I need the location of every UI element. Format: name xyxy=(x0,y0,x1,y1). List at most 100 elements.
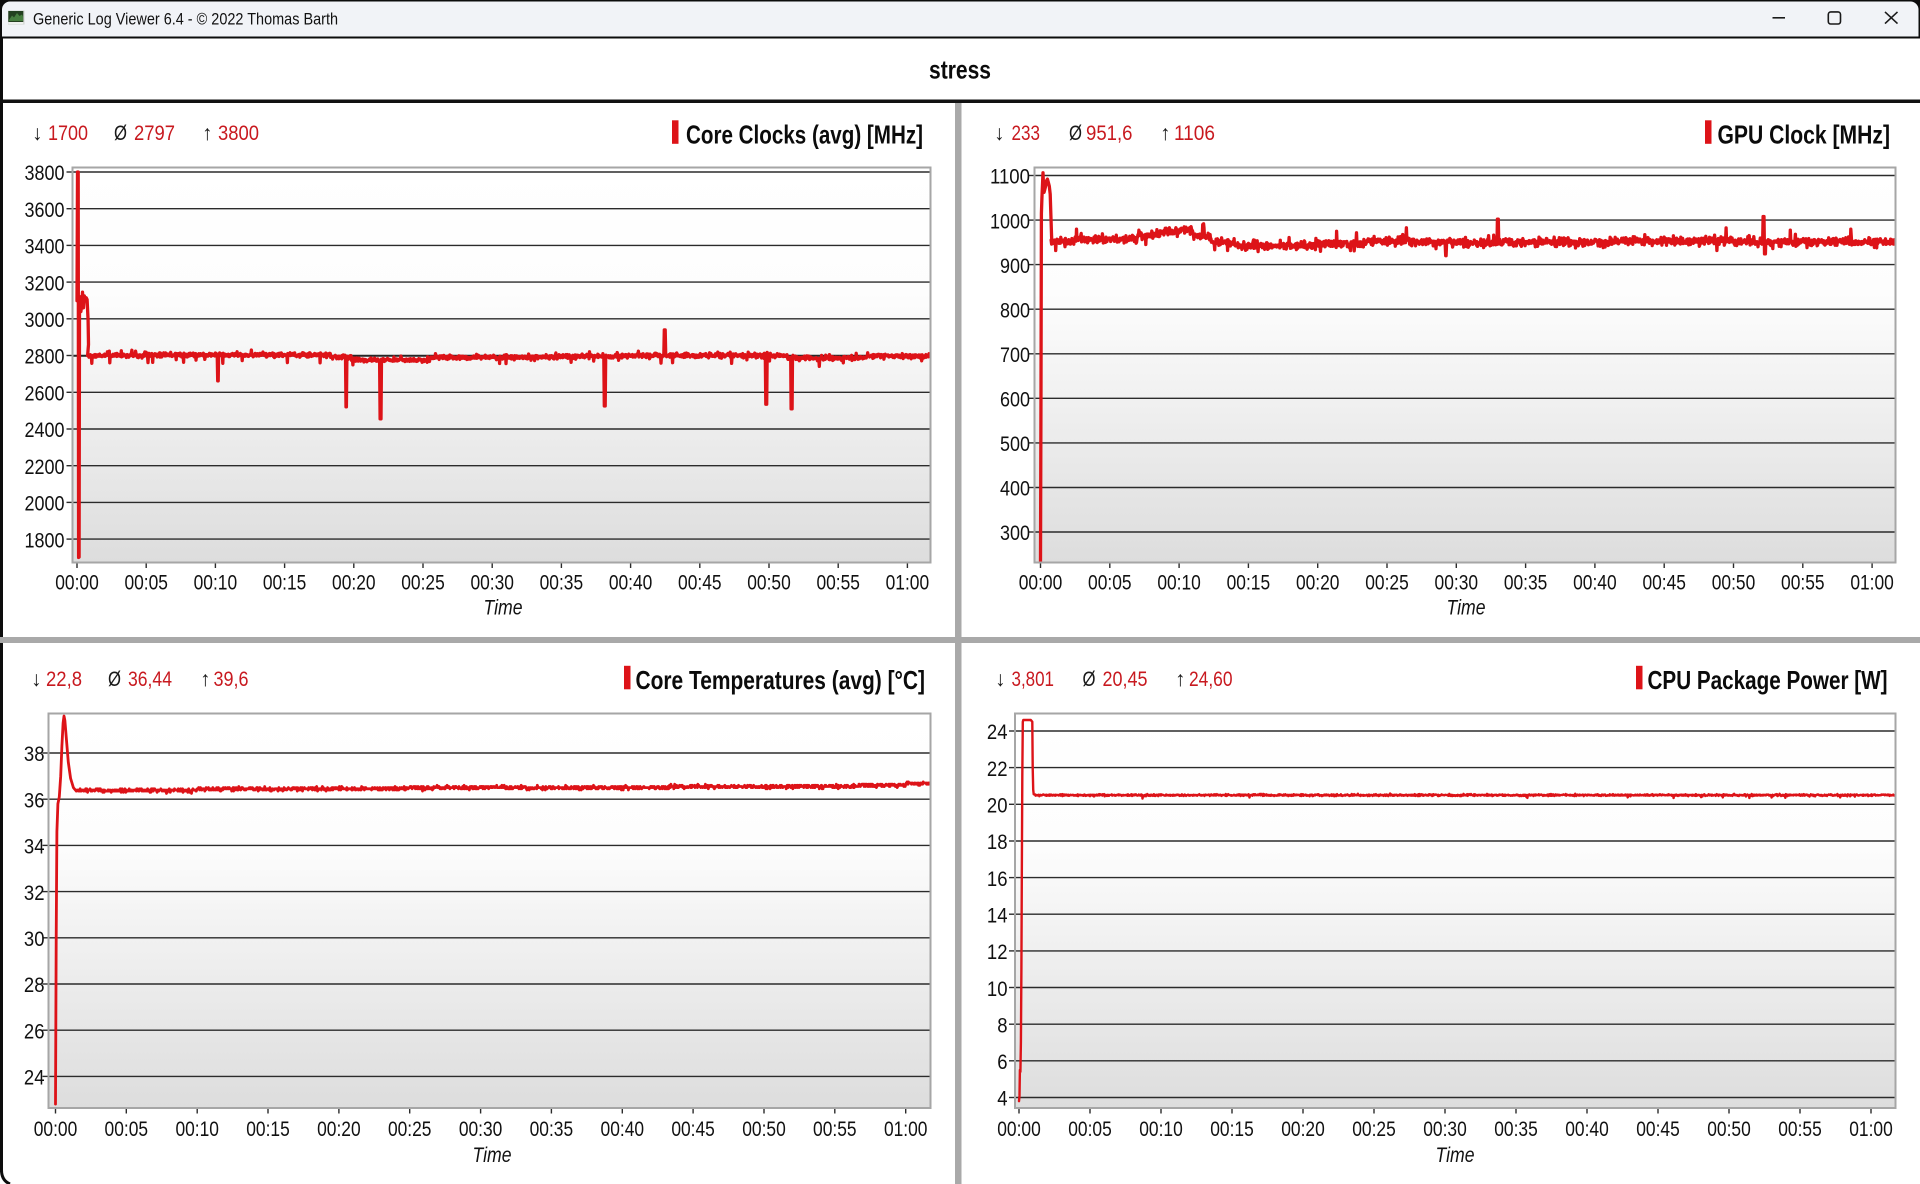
svg-text:1100: 1100 xyxy=(990,166,1030,189)
svg-text:00:45: 00:45 xyxy=(678,571,722,594)
svg-text:36: 36 xyxy=(24,789,45,812)
svg-text:00:35: 00:35 xyxy=(1494,1118,1538,1141)
svg-text:00:25: 00:25 xyxy=(1365,571,1409,594)
svg-text:3200: 3200 xyxy=(25,272,65,295)
svg-text:24,60: 24,60 xyxy=(1189,668,1233,691)
svg-text:↓: ↓ xyxy=(32,122,43,145)
svg-text:2800: 2800 xyxy=(25,346,65,369)
svg-text:00:15: 00:15 xyxy=(1210,1118,1254,1141)
svg-text:Generic Log Viewer 6.4 - © 202: Generic Log Viewer 6.4 - © 2022 Thomas B… xyxy=(33,10,338,29)
svg-text:22,8: 22,8 xyxy=(46,668,82,691)
svg-text:951,6: 951,6 xyxy=(1086,122,1133,145)
svg-text:3600: 3600 xyxy=(25,199,65,222)
svg-text:20,45: 20,45 xyxy=(1103,668,1148,691)
svg-text:Time: Time xyxy=(1436,1144,1475,1167)
svg-text:800: 800 xyxy=(1000,299,1030,322)
svg-text:00:45: 00:45 xyxy=(1636,1118,1680,1141)
svg-text:1800: 1800 xyxy=(25,529,65,552)
svg-text:Core Temperatures (avg) [°C]: Core Temperatures (avg) [°C] xyxy=(636,665,926,695)
svg-text:Time: Time xyxy=(1447,597,1486,620)
svg-text:00:35: 00:35 xyxy=(1504,571,1548,594)
svg-text:00:15: 00:15 xyxy=(263,571,307,594)
svg-text:00:30: 00:30 xyxy=(1423,1118,1467,1141)
svg-text:28: 28 xyxy=(24,974,45,997)
svg-text:2400: 2400 xyxy=(25,419,65,442)
svg-text:18: 18 xyxy=(987,831,1008,854)
svg-text:00:20: 00:20 xyxy=(1296,571,1340,594)
svg-text:00:00: 00:00 xyxy=(1019,571,1063,594)
svg-text:00:30: 00:30 xyxy=(459,1118,503,1141)
svg-text:stress: stress xyxy=(929,55,991,85)
svg-text:24: 24 xyxy=(987,721,1008,744)
svg-text:300: 300 xyxy=(1000,522,1030,545)
svg-text:00:40: 00:40 xyxy=(601,1118,645,1141)
svg-text:16: 16 xyxy=(987,868,1008,891)
svg-text:↑: ↑ xyxy=(1160,122,1171,145)
svg-text:Core Clocks (avg) [MHz]: Core Clocks (avg) [MHz] xyxy=(686,119,923,149)
svg-text:01:00: 01:00 xyxy=(1850,571,1894,594)
svg-text:00:30: 00:30 xyxy=(1435,571,1479,594)
svg-text:00:10: 00:10 xyxy=(1157,571,1201,594)
svg-text:00:00: 00:00 xyxy=(55,571,99,594)
svg-text:01:00: 01:00 xyxy=(884,1118,928,1141)
svg-text:00:40: 00:40 xyxy=(609,571,653,594)
svg-text:500: 500 xyxy=(1000,433,1030,456)
svg-text:24: 24 xyxy=(24,1067,45,1090)
svg-text:3000: 3000 xyxy=(25,309,65,332)
svg-text:00:50: 00:50 xyxy=(1712,571,1756,594)
svg-text:GPU Clock [MHz]: GPU Clock [MHz] xyxy=(1718,119,1891,149)
svg-text:2000: 2000 xyxy=(25,493,65,516)
svg-text:2797: 2797 xyxy=(134,122,175,145)
svg-text:00:05: 00:05 xyxy=(1068,1118,1112,1141)
svg-text:34: 34 xyxy=(24,836,45,859)
svg-text:↑: ↑ xyxy=(1175,668,1186,691)
svg-text:00:30: 00:30 xyxy=(470,571,514,594)
svg-text:00:50: 00:50 xyxy=(742,1118,786,1141)
svg-text:00:40: 00:40 xyxy=(1573,571,1617,594)
svg-text:00:20: 00:20 xyxy=(317,1118,361,1141)
svg-text:00:25: 00:25 xyxy=(401,571,445,594)
svg-text:01:00: 01:00 xyxy=(1849,1118,1893,1141)
svg-text:4: 4 xyxy=(997,1088,1008,1111)
svg-text:00:20: 00:20 xyxy=(1281,1118,1325,1141)
svg-text:00:10: 00:10 xyxy=(194,571,238,594)
svg-text:00:35: 00:35 xyxy=(530,1118,574,1141)
svg-text:00:40: 00:40 xyxy=(1565,1118,1609,1141)
svg-text:00:45: 00:45 xyxy=(1642,571,1686,594)
svg-text:3800: 3800 xyxy=(25,162,65,185)
svg-text:01:00: 01:00 xyxy=(886,571,930,594)
svg-text:700: 700 xyxy=(1000,344,1030,367)
svg-text:12: 12 xyxy=(987,941,1008,964)
svg-text:↓: ↓ xyxy=(994,122,1005,145)
svg-text:3400: 3400 xyxy=(25,236,65,259)
svg-text:22: 22 xyxy=(987,758,1008,781)
svg-text:00:45: 00:45 xyxy=(671,1118,715,1141)
svg-text:2600: 2600 xyxy=(25,383,65,406)
svg-text:↑: ↑ xyxy=(202,122,213,145)
svg-text:00:05: 00:05 xyxy=(105,1118,149,1141)
svg-text:Ø: Ø xyxy=(1083,668,1096,691)
svg-text:3,801: 3,801 xyxy=(1012,668,1055,691)
svg-text:Ø: Ø xyxy=(114,122,127,145)
svg-text:14: 14 xyxy=(987,905,1008,928)
svg-text:38: 38 xyxy=(24,743,45,766)
svg-text:00:00: 00:00 xyxy=(34,1118,78,1141)
svg-text:↓: ↓ xyxy=(31,668,42,691)
svg-text:1000: 1000 xyxy=(990,210,1030,233)
svg-text:600: 600 xyxy=(1000,389,1030,412)
svg-text:10: 10 xyxy=(987,978,1008,1001)
svg-text:00:05: 00:05 xyxy=(124,571,168,594)
svg-text:8: 8 xyxy=(997,1014,1007,1037)
svg-text:36,44: 36,44 xyxy=(128,668,172,691)
svg-text:00:50: 00:50 xyxy=(747,571,791,594)
svg-text:2200: 2200 xyxy=(25,456,65,479)
svg-text:↑: ↑ xyxy=(200,668,211,691)
svg-text:00:50: 00:50 xyxy=(1707,1118,1751,1141)
svg-text:900: 900 xyxy=(1000,255,1030,278)
svg-text:00:15: 00:15 xyxy=(246,1118,290,1141)
svg-text:00:25: 00:25 xyxy=(388,1118,432,1141)
svg-text:00:25: 00:25 xyxy=(1352,1118,1396,1141)
svg-text:00:10: 00:10 xyxy=(175,1118,219,1141)
svg-text:00:00: 00:00 xyxy=(997,1118,1041,1141)
svg-text:Ø: Ø xyxy=(108,668,121,691)
